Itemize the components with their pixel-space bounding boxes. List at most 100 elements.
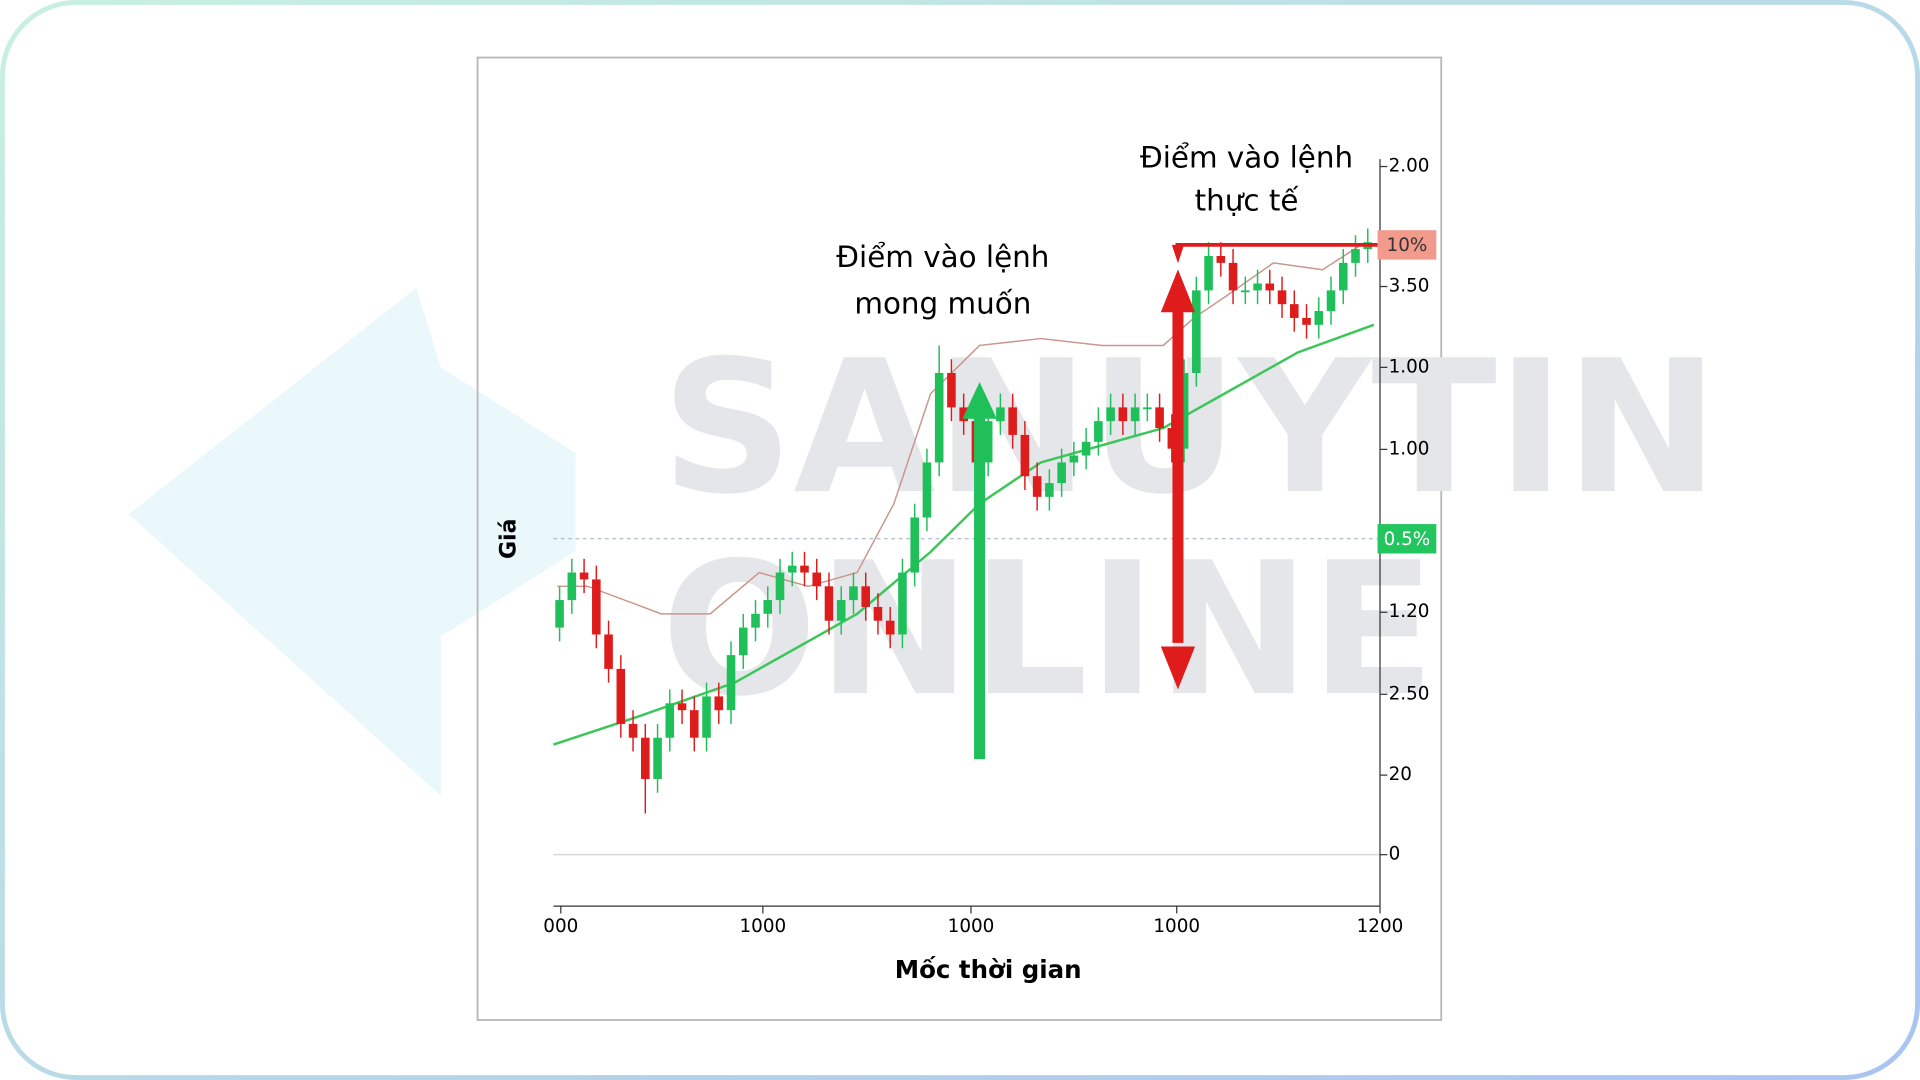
candle-body xyxy=(1008,407,1017,435)
candle-body xyxy=(861,586,870,607)
arrow-head xyxy=(1160,646,1196,690)
annotation: thực tế xyxy=(1195,184,1300,218)
candle-body xyxy=(836,600,846,621)
candle-body xyxy=(1106,407,1115,422)
candle-body xyxy=(812,572,822,587)
candle-body xyxy=(751,613,760,628)
badge-label: 10% xyxy=(1387,235,1428,256)
x-tick-label: 000 xyxy=(543,916,578,937)
candle-body xyxy=(1130,407,1140,422)
candle-body xyxy=(1192,290,1201,373)
y-tick-label: 1.20 xyxy=(1389,601,1430,622)
candle-body xyxy=(1167,428,1177,449)
candle-body xyxy=(1143,407,1152,410)
candle-body xyxy=(592,579,601,635)
candle-body xyxy=(898,572,907,635)
y-tick-label: 1.00 xyxy=(1389,438,1430,459)
candle-body xyxy=(1032,476,1042,497)
candle-body xyxy=(910,517,919,573)
annotation: mong muốn xyxy=(854,286,1031,320)
candle-body xyxy=(1069,455,1079,463)
y-tick-label: 3.50 xyxy=(1389,276,1430,297)
badge xyxy=(1377,230,1437,260)
candle-body xyxy=(800,565,809,573)
chart-frame xyxy=(476,56,1443,1021)
y-tick-label: 2.00 xyxy=(1389,156,1430,177)
arrow-head xyxy=(1160,269,1196,313)
candle-body xyxy=(714,696,724,711)
candle-body xyxy=(959,407,968,422)
candle-body xyxy=(690,710,699,738)
candle-body xyxy=(1057,462,1066,484)
candle-body xyxy=(1302,317,1311,325)
badge xyxy=(1377,524,1437,554)
y-tick-label: 2.50 xyxy=(1389,683,1430,704)
candle-body xyxy=(1277,290,1287,305)
candle-body xyxy=(1216,255,1226,263)
x-tick-label: 1000 xyxy=(948,916,995,937)
annotation: Điểm vào lệnh xyxy=(1140,140,1353,175)
candle-body xyxy=(738,627,748,656)
x-axis-title: Mốc thời gian xyxy=(895,955,1082,984)
annotation: Điểm vào lệnh xyxy=(836,239,1049,274)
candle-body xyxy=(616,668,626,724)
logo-shape xyxy=(128,287,576,796)
x-tick-label: 1200 xyxy=(1357,916,1404,937)
candle-body xyxy=(763,600,773,614)
candle-body xyxy=(1204,255,1213,291)
candle-body xyxy=(1118,407,1128,422)
candle-body xyxy=(1081,441,1091,456)
x-tick-label: 1000 xyxy=(1153,916,1200,937)
candle-body xyxy=(947,372,956,408)
candle-body xyxy=(702,696,711,738)
candle-body xyxy=(934,372,944,463)
y-tick-label: 1.00 xyxy=(1389,356,1430,377)
candle-body xyxy=(653,737,662,779)
candle-body xyxy=(1228,262,1238,291)
watermark: SANUYTIN xyxy=(661,322,1719,535)
candle-body xyxy=(1020,434,1030,477)
y-axis-title: Giá xyxy=(496,519,521,560)
candle-body xyxy=(726,655,736,711)
candle-body xyxy=(1179,372,1189,449)
candle-body xyxy=(628,723,638,738)
candle-body xyxy=(677,703,687,711)
candle-body xyxy=(775,572,785,601)
candle-body xyxy=(787,565,797,573)
candle-body xyxy=(1265,283,1275,291)
candle-body xyxy=(885,620,895,635)
candle-body xyxy=(824,586,834,621)
arrow-head xyxy=(1171,244,1185,264)
candle-body xyxy=(1290,304,1299,318)
candle-body xyxy=(849,586,858,601)
candle-body xyxy=(1045,483,1054,497)
arrow-head xyxy=(962,382,997,419)
candle-body xyxy=(555,600,564,628)
candle-body xyxy=(1314,311,1324,325)
y-tick-label: 0 xyxy=(1389,844,1401,865)
candle-body xyxy=(983,421,993,463)
plot xyxy=(553,228,1375,814)
candle-body xyxy=(641,737,650,779)
candle-body xyxy=(1094,421,1103,442)
watermark: ONLINE xyxy=(661,524,1435,737)
candle-body xyxy=(604,634,613,669)
candle-body xyxy=(1326,290,1336,312)
candle-body xyxy=(579,572,589,580)
candle-body xyxy=(567,572,577,601)
candle-body xyxy=(1351,249,1360,263)
candle-body xyxy=(873,606,883,621)
candle-body xyxy=(1241,290,1250,293)
candle-body xyxy=(665,703,675,738)
badge-label: 0.5% xyxy=(1384,529,1431,550)
x-tick-label: 1000 xyxy=(739,916,786,937)
candle-body xyxy=(1253,283,1262,291)
candle-body xyxy=(996,407,1005,422)
candle-body xyxy=(1155,407,1164,429)
y-tick-label: 20 xyxy=(1389,764,1412,785)
candle-body xyxy=(922,462,932,518)
candle-body xyxy=(1338,262,1348,291)
